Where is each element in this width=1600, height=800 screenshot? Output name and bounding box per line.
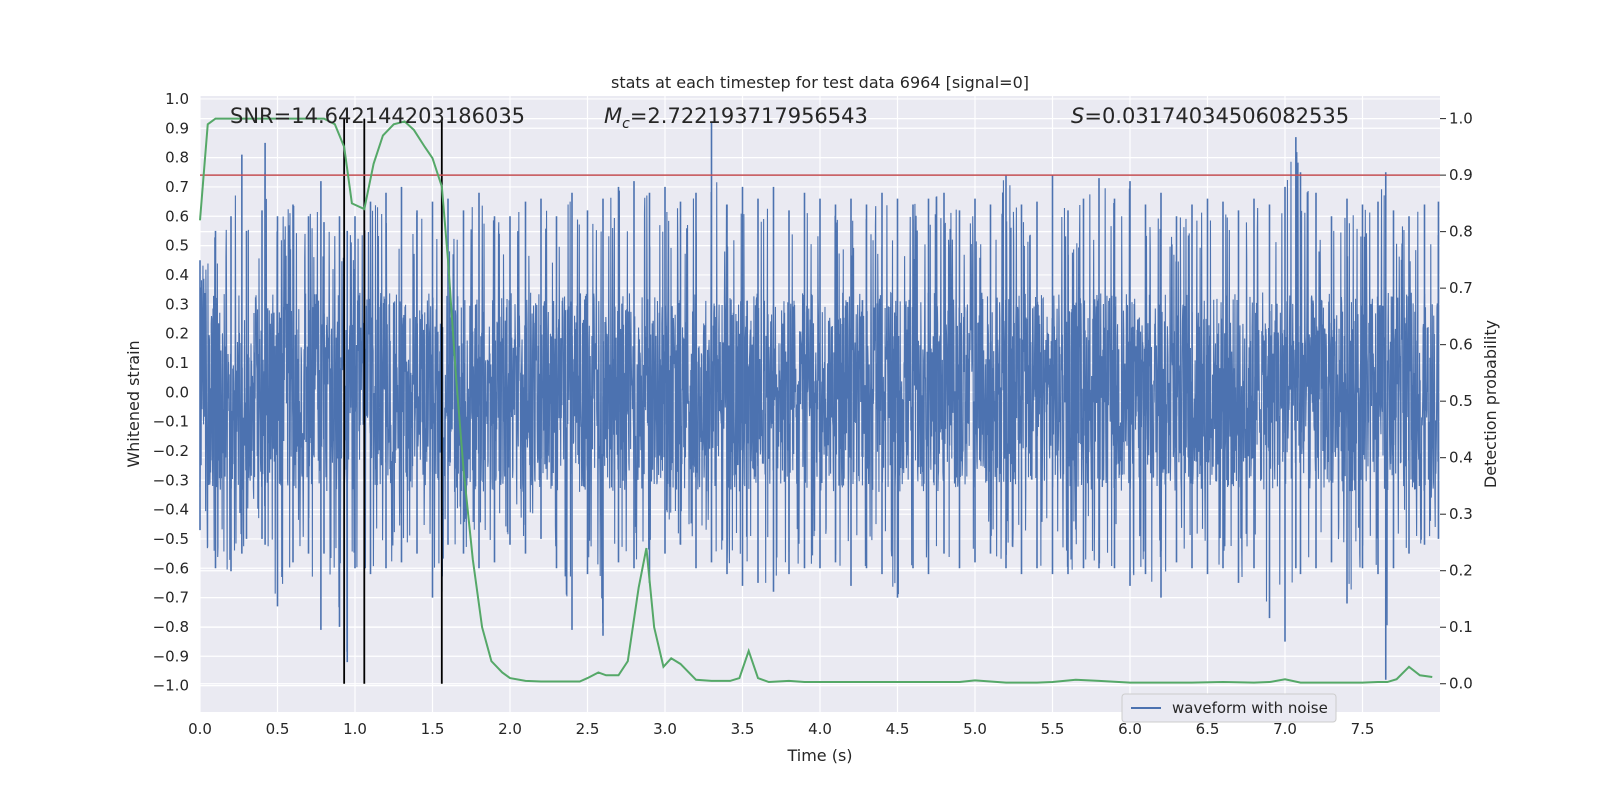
- y-right-tick-label: 0.4: [1449, 449, 1473, 467]
- y-left-tick-label: 0.3: [165, 295, 189, 313]
- y-right-tick-label: 0.8: [1449, 223, 1473, 241]
- y-left-tick-label: 0.7: [165, 178, 189, 196]
- x-tick-label: 2.5: [576, 720, 600, 738]
- y-left-axis-label: Whitened strain: [124, 340, 143, 467]
- y-right-tick-label: 0.6: [1449, 336, 1473, 354]
- x-tick-label: 7.5: [1351, 720, 1375, 738]
- y-left-tick-label: 0.9: [165, 119, 189, 137]
- x-tick-label: 5.0: [963, 720, 987, 738]
- waveform-series: [199, 122, 1440, 680]
- x-tick-label: 3.5: [731, 720, 755, 738]
- legend-label-waveform: waveform with noise: [1172, 699, 1328, 717]
- x-tick-label: 7.0: [1273, 720, 1297, 738]
- y-right-tick-label: 0.1: [1449, 618, 1473, 636]
- x-axis-ticks: 0.0 0.5 1.0 1.5 2.0 2.5 3.0 3.5 4.0 4.5 5.0 5.5 6.0 6…: [188, 720, 1374, 738]
- x-tick-label: 2.0: [498, 720, 522, 738]
- y-right-tick-label: 0.0: [1449, 675, 1473, 693]
- y-left-tick-label: −0.6: [153, 559, 189, 577]
- x-tick-label: 0.5: [266, 720, 290, 738]
- x-tick-label: 4.5: [886, 720, 910, 738]
- y-right-tick-label: 1.0: [1449, 110, 1473, 128]
- s-value: =0.03174034506082535: [1084, 104, 1349, 128]
- y-right-tick-label: 0.9: [1449, 166, 1473, 184]
- y-left-axis-ticks: 1.0 0.9 0.8 0.7 0.6 0.5 0.4 0.3 0.2 0.1 0.0 −0.1 −0.…: [153, 90, 189, 695]
- chirp-mass-subscript: c: [622, 116, 630, 132]
- y-left-tick-label: −1.0: [153, 677, 189, 695]
- y-left-tick-label: 0.0: [165, 383, 189, 401]
- y-left-tick-label: −0.1: [153, 413, 189, 431]
- y-left-tick-label: −0.9: [153, 647, 189, 665]
- y-left-tick-label: −0.8: [153, 618, 189, 636]
- x-tick-label: 0.0: [188, 720, 212, 738]
- vertical-lines: [343, 118, 443, 684]
- chirp-mass-annotation: Mc=2.722193717956543: [604, 104, 868, 132]
- x-tick-label: 5.5: [1041, 720, 1065, 738]
- legend-box: [1121, 693, 1337, 723]
- x-tick-label: 1.5: [421, 720, 445, 738]
- x-tick-label: 4.0: [808, 720, 832, 738]
- chart-title: stats at each timestep for test data 696…: [611, 73, 1029, 92]
- y-left-tick-label: −0.5: [153, 530, 189, 548]
- x-tick-label: 6.5: [1196, 720, 1220, 738]
- y-left-tick-label: −0.7: [153, 589, 189, 607]
- y-right-axis-ticks: 1.0 0.9 0.8 0.7 0.6 0.5 0.4 0.3 0.2 0.1 0.0: [1440, 110, 1473, 693]
- y-left-tick-label: 0.5: [165, 237, 189, 255]
- x-tick-label: 3.0: [653, 720, 677, 738]
- snr-annotation: SNR=14.642144203186035: [230, 104, 525, 128]
- y-left-tick-label: −0.2: [153, 442, 189, 460]
- legend: waveform with noise: [1121, 693, 1337, 723]
- y-left-tick-label: 0.1: [165, 354, 189, 372]
- y-left-tick-label: 0.4: [165, 266, 189, 284]
- y-left-tick-label: 0.6: [165, 207, 189, 225]
- s-symbol: S: [1071, 104, 1084, 128]
- y-left-tick-label: 0.8: [165, 149, 189, 167]
- chirp-mass-value: =2.722193717956543: [630, 104, 868, 128]
- y-left-tick-label: 1.0: [165, 90, 189, 108]
- y-right-axis-label: Detection probability: [1481, 320, 1500, 488]
- chirp-mass-symbol: M: [604, 104, 622, 128]
- x-tick-label: 1.0: [343, 720, 367, 738]
- y-right-tick-label: 0.3: [1449, 505, 1473, 523]
- x-tick-label: 6.0: [1118, 720, 1142, 738]
- y-right-tick-label: 0.5: [1449, 392, 1473, 410]
- y-right-tick-label: 0.2: [1449, 562, 1473, 580]
- y-left-tick-label: −0.4: [153, 501, 189, 519]
- y-left-tick-label: −0.3: [153, 471, 189, 489]
- probability-series: [199, 117, 1433, 684]
- x-axis-label: Time (s): [786, 746, 852, 765]
- y-left-tick-label: 0.2: [165, 325, 189, 343]
- probability-line: [199, 117, 1433, 684]
- s-annotation: S=0.03174034506082535: [1071, 104, 1349, 128]
- y-right-tick-label: 0.7: [1449, 279, 1473, 297]
